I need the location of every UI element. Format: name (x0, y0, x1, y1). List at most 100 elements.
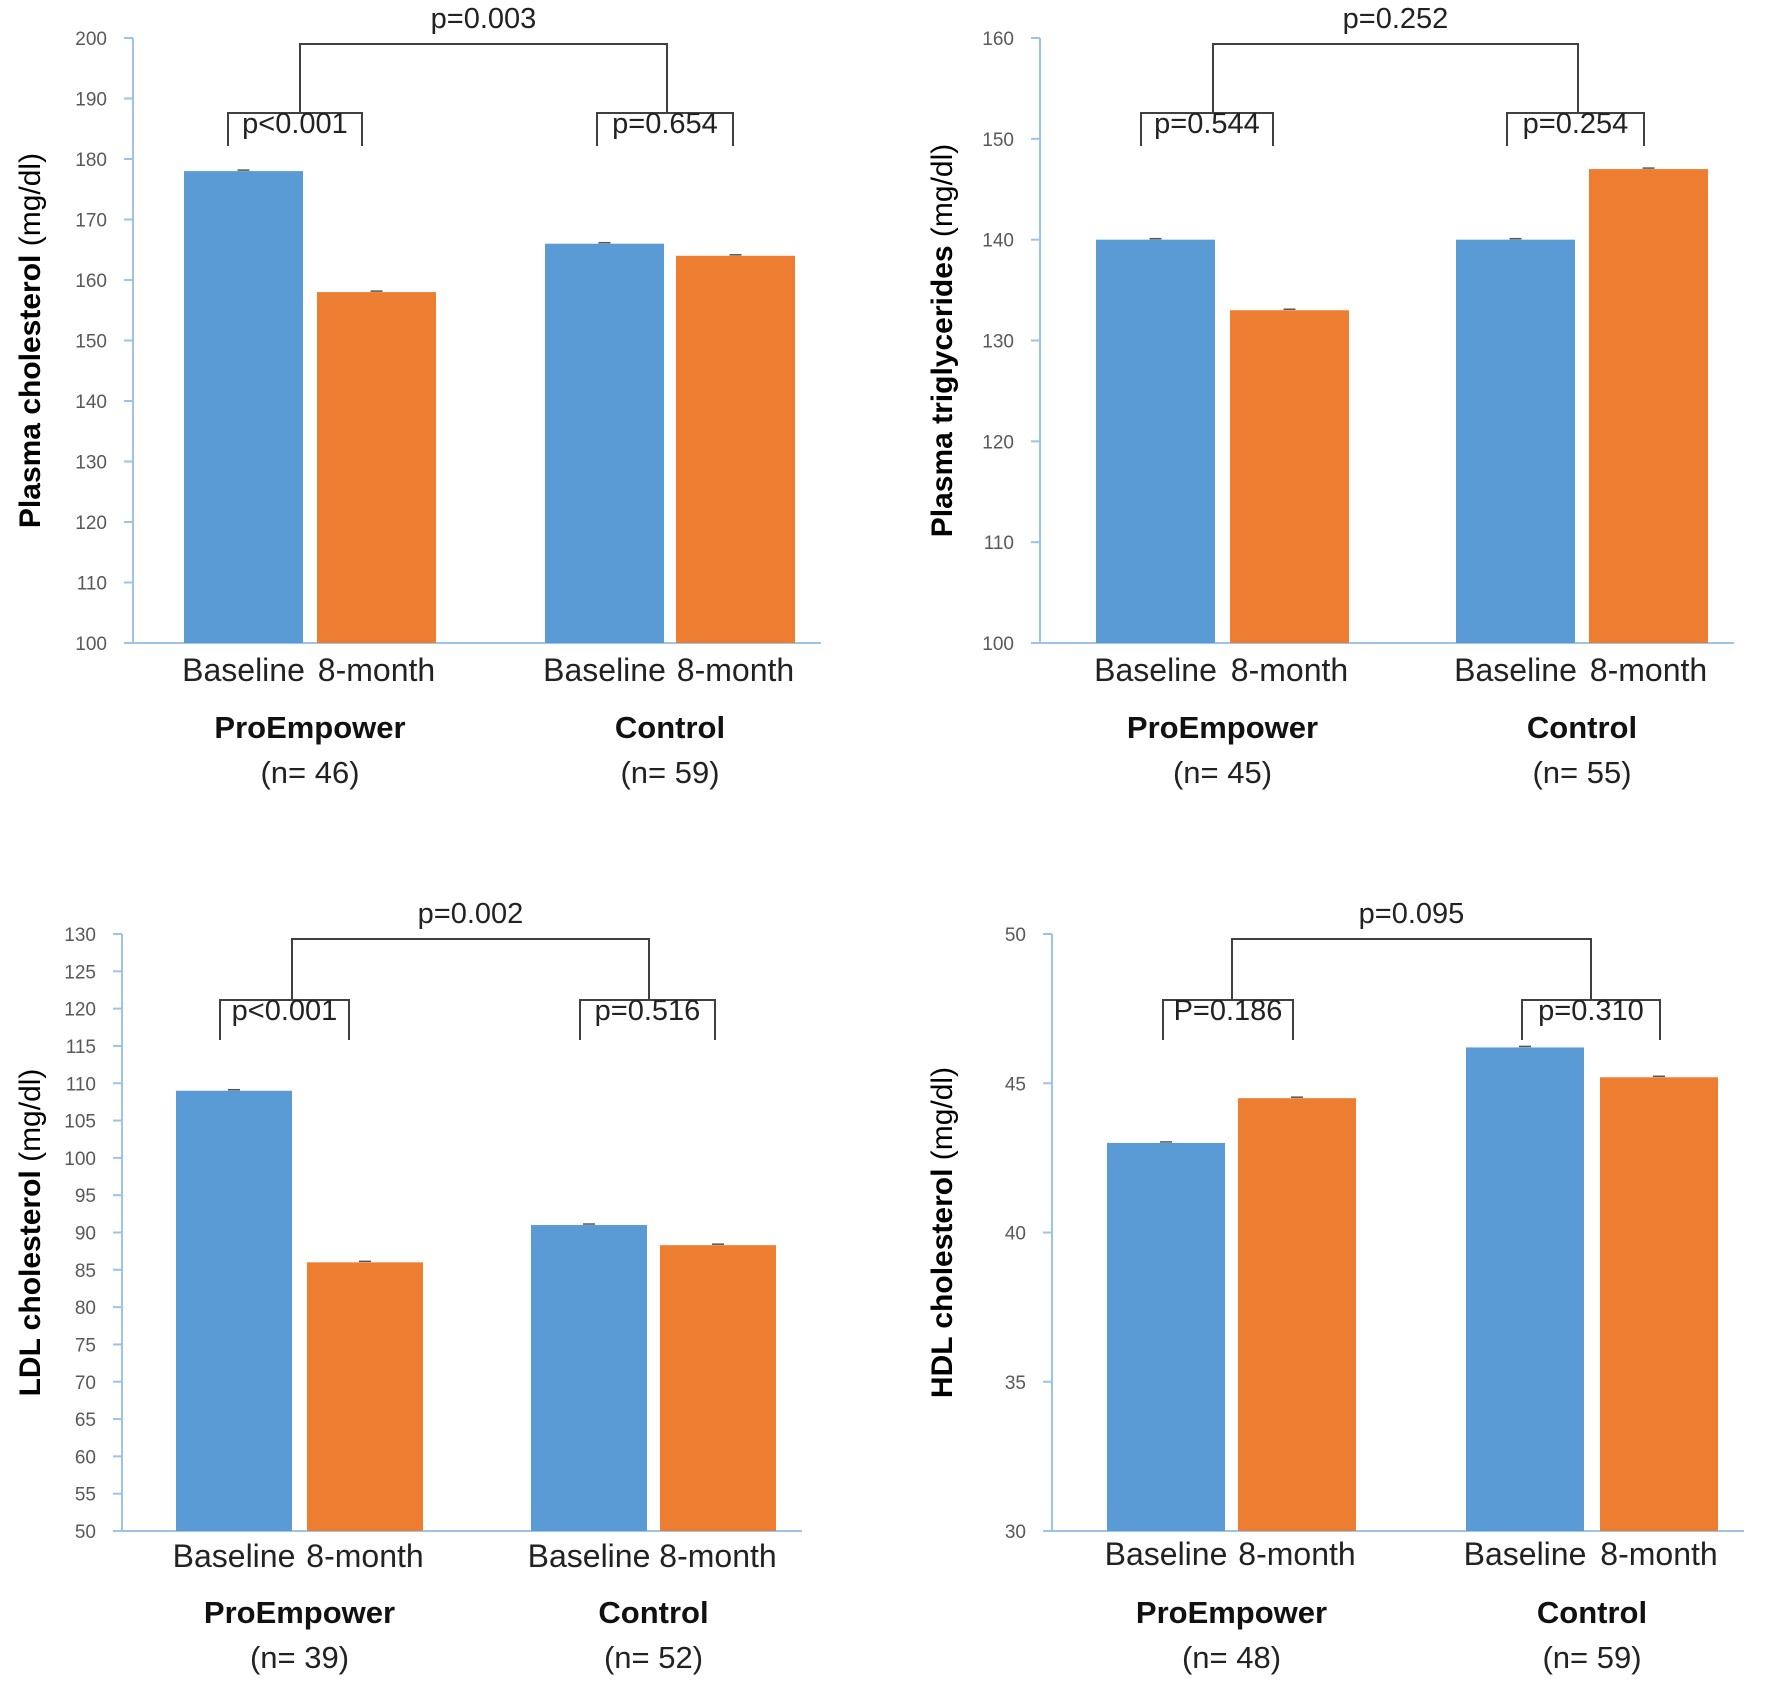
y-tick-label: 110 (984, 533, 1014, 554)
significance-bracket-between (291, 938, 650, 1000)
y-tick-label: 50 (75, 1522, 96, 1543)
p-value-group2: p=0.516 (595, 995, 701, 1027)
category-label: 8-month (677, 652, 794, 688)
y-tick-label: 65 (75, 1410, 96, 1431)
p-value-group2: p=0.254 (1523, 108, 1629, 140)
significance-bracket (1506, 112, 1645, 146)
significance-bracket (579, 999, 716, 1040)
p-value-group1: p<0.001 (232, 995, 338, 1027)
y-axis-label-unit: (mg/dl) (926, 144, 959, 237)
p-value-between: p=0.003 (431, 3, 537, 35)
category-label: Baseline (1105, 1536, 1228, 1572)
group-label: ProEmpower (1127, 710, 1318, 745)
y-axis-label: LDL cholesterol (mg/dl) (14, 1069, 47, 1397)
group-n: (n= 55) (1532, 755, 1631, 790)
y-tick-label: 110 (66, 1074, 96, 1095)
y-axis-label-main: Plasma cholesterol (14, 255, 47, 528)
y-tick-label: 90 (75, 1224, 96, 1245)
category-label: 8-month (1590, 652, 1707, 688)
category-label: Baseline (1094, 652, 1217, 688)
category-label: 8-month (1231, 652, 1348, 688)
y-tick-label: 160 (75, 271, 107, 292)
y-tick-label: 80 (75, 1298, 96, 1319)
category-label: 8-month (318, 652, 435, 688)
y-tick-label: 55 (75, 1485, 96, 1506)
group-label: Control (1537, 1595, 1647, 1630)
p-value-between: p=0.095 (1359, 898, 1465, 930)
p-value-group1: p=0.544 (1154, 108, 1260, 140)
y-tick-label: 170 (75, 211, 107, 232)
bar-proempower-8-month (307, 1262, 423, 1531)
bar-proempower-baseline (1096, 239, 1215, 643)
y-tick-label: 125 (64, 962, 96, 983)
group-n: (n= 52) (604, 1640, 703, 1675)
group-n: (n= 59) (1542, 1640, 1641, 1675)
y-tick-label: 100 (982, 634, 1014, 655)
category-label: 8-month (1238, 1536, 1355, 1572)
bar-proempower-baseline (184, 171, 303, 643)
y-tick-label: 110 (77, 574, 107, 595)
p-value-between: p=0.252 (1343, 3, 1449, 35)
category-label: Baseline (182, 652, 305, 688)
y-tick-label: 40 (1005, 1224, 1026, 1245)
y-axis-label-space (14, 246, 47, 254)
y-tick-label: 140 (75, 392, 107, 413)
category-label: Baseline (528, 1538, 651, 1574)
group-n: (n= 46) (260, 755, 359, 790)
group-n: (n= 45) (1173, 755, 1272, 790)
category-label: Baseline (173, 1538, 296, 1574)
bar-proempower-8-month (1230, 310, 1349, 643)
chart-panel-2: 100 110 120 130 140 150 160 Plasma triglyceride… (926, 3, 1734, 790)
significance-bracket (1162, 999, 1294, 1040)
bar-control-8-month (660, 1245, 776, 1531)
y-tick-label: 70 (75, 1373, 96, 1394)
group-label: ProEmpower (214, 710, 405, 745)
y-tick-label: 115 (66, 1037, 96, 1058)
category-label: 8-month (659, 1538, 776, 1574)
y-axis-label-main: LDL cholesterol (14, 1170, 47, 1396)
y-tick-label: 50 (1005, 925, 1026, 946)
y-tick-label: 130 (982, 332, 1014, 353)
bar-control-8-month (676, 255, 795, 644)
y-tick-label: 120 (75, 513, 107, 534)
y-axis-label: Plasma triglycerides (mg/dl) (926, 144, 959, 538)
group-label: Control (598, 1595, 708, 1630)
y-axis-label-space (926, 1160, 959, 1168)
significance-bracket-between (299, 43, 668, 113)
significance-bracket (227, 112, 363, 146)
y-tick-label: 45 (1005, 1074, 1026, 1095)
category-label: Baseline (1454, 652, 1577, 688)
bar-control-baseline (531, 1225, 647, 1531)
chart-panel-4: 30 35 40 45 50 HDL cholesterol (mg/dl) Baselin… (926, 898, 1744, 1675)
y-tick-label: 35 (1005, 1373, 1026, 1394)
group-label: ProEmpower (1136, 1595, 1327, 1630)
y-tick-label: 120 (64, 1000, 96, 1021)
group-label: Control (1527, 710, 1637, 745)
y-tick-label: 75 (75, 1335, 96, 1356)
y-axis-label-space (926, 237, 959, 245)
bar-control-8-month (1589, 169, 1708, 644)
bar-control-baseline (545, 243, 664, 643)
y-tick-label: 180 (75, 150, 107, 171)
y-tick-label: 130 (64, 925, 96, 946)
p-value-group2: p=0.310 (1538, 995, 1644, 1027)
bar-proempower-baseline (1107, 1142, 1225, 1531)
category-label: 8-month (306, 1538, 423, 1574)
y-tick-label: 120 (982, 432, 1014, 453)
y-axis-label-unit: (mg/dl) (926, 1067, 959, 1160)
group-n: (n= 39) (250, 1640, 349, 1675)
bar-control-baseline (1456, 239, 1575, 643)
category-label: Baseline (1464, 1536, 1587, 1572)
significance-bracket-between (1231, 938, 1592, 1000)
y-tick-label: 100 (75, 634, 107, 655)
y-tick-label: 85 (75, 1261, 96, 1282)
p-value-group1: p<0.001 (242, 108, 348, 140)
y-axis-label-unit: (mg/dl) (14, 153, 47, 246)
bar-control-8-month (1600, 1077, 1718, 1531)
p-value-group2: p=0.654 (612, 108, 718, 140)
y-tick-label: 140 (982, 231, 1014, 252)
y-tick-label: 30 (1005, 1522, 1026, 1543)
chart-panel-1: 100 110 120 130 140 150 160 170 180 190 200 Plasma … (14, 3, 821, 790)
y-tick-label: 190 (75, 90, 107, 111)
